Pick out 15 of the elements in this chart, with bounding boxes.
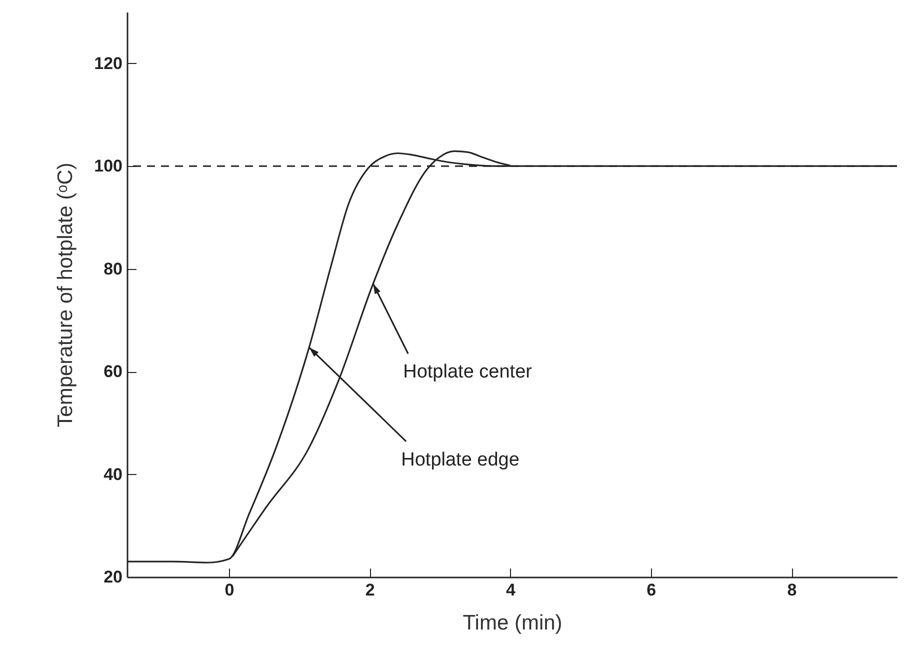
y-tick-label: 40: [104, 464, 122, 484]
x-tick-label: 4: [506, 580, 516, 600]
x-tick-label: 0: [224, 580, 234, 600]
x-axis-title: Time (min): [462, 612, 562, 634]
annotation: Hotplate edge: [401, 449, 520, 470]
x-tick-label: 8: [787, 580, 797, 600]
y-tick-label: 120: [94, 54, 122, 73]
y-tick-label: 80: [104, 259, 122, 278]
y-axis-title: Temperature of hotplate (ᵒC): [54, 162, 78, 428]
y-tick-label: 20: [104, 568, 122, 586]
x-tick-label: 6: [646, 580, 656, 600]
x-tick-label: 2: [365, 580, 375, 600]
annotation: Hotplate center: [403, 362, 533, 383]
y-tick-label: 100: [94, 156, 122, 176]
y-tick-label: 60: [104, 362, 122, 382]
